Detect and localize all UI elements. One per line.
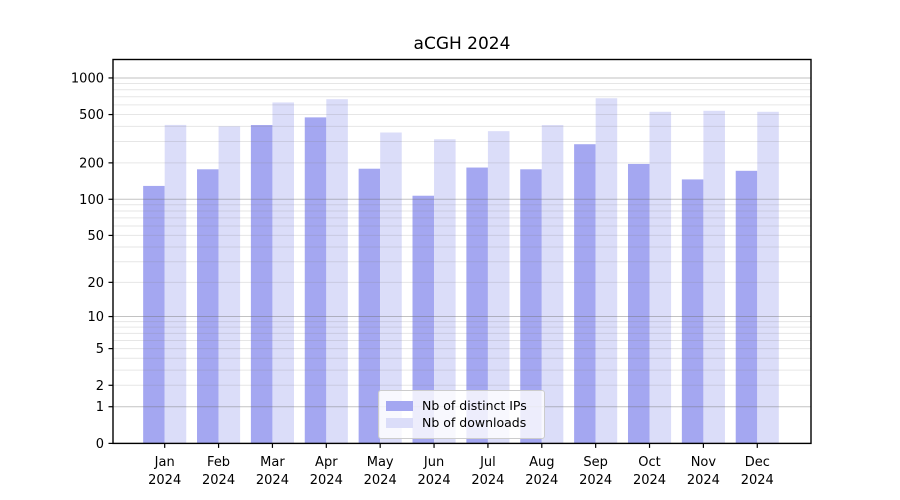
axes-box: [112, 58, 812, 445]
bar-distinct-ips-nov: [681, 179, 704, 444]
bar-downloads-jun: [434, 139, 456, 444]
y-tick-label: 10: [87, 310, 104, 325]
legend-swatch-downloads: [386, 418, 413, 429]
x-tick-label-month: Nov: [691, 455, 717, 470]
bar-distinct-ips-oct: [627, 163, 650, 444]
chart-title: aCGH 2024: [413, 34, 511, 54]
y-tick-label: 200: [79, 156, 104, 171]
x-tick-label-year: 2024: [364, 473, 397, 488]
bar-downloads-jul: [487, 131, 510, 444]
x-tick-label-year: 2024: [256, 473, 289, 488]
x-tick-label-year: 2024: [741, 473, 774, 488]
x-tick-label-year: 2024: [310, 473, 343, 488]
x-tick-label-month: Apr: [315, 455, 338, 470]
bar-downloads-mar: [272, 102, 294, 444]
bar-downloads-nov: [703, 110, 725, 444]
bar-downloads-feb: [218, 126, 241, 444]
x-tick-label-month: Mar: [260, 455, 285, 470]
x-tick-label-month: Feb: [207, 455, 230, 470]
x-tick-label-month: Jun: [423, 455, 444, 470]
x-tick-label-year: 2024: [525, 473, 558, 488]
y-tick-label: 100: [79, 193, 104, 208]
bar-distinct-ips-jun: [412, 195, 435, 444]
legend-swatch-distinct-ips: [386, 400, 413, 411]
x-tick-label-year: 2024: [471, 473, 504, 488]
bar-downloads-oct: [649, 111, 672, 444]
bar-distinct-ips-sep: [574, 144, 596, 444]
bar-downloads-dec: [757, 111, 779, 444]
bar-downloads-sep: [595, 98, 618, 444]
bar-distinct-ips-aug: [520, 169, 542, 444]
bar-distinct-ips-may: [358, 168, 381, 444]
bar-distinct-ips-mar: [250, 125, 273, 444]
y-tick-label: 500: [79, 108, 104, 123]
bar-downloads-apr: [326, 99, 348, 444]
legend-label-distinct-ips: Nb of distinct IPs: [422, 397, 527, 413]
y-tick-label: 0: [96, 437, 104, 452]
x-tick-label-month: Jan: [154, 455, 175, 470]
bar-distinct-ips-dec: [735, 170, 758, 444]
bar-distinct-ips-jul: [466, 167, 488, 444]
bar-downloads-jan: [164, 124, 187, 444]
bar-downloads-aug: [541, 125, 564, 444]
x-tick-label-month: Jul: [479, 455, 496, 470]
x-tick-label-month: Sep: [583, 455, 608, 470]
y-tick-label: 2: [96, 379, 104, 394]
bar-downloads-may: [380, 132, 402, 444]
x-tick-label-month: May: [367, 455, 394, 470]
y-tick-label: 20: [87, 276, 104, 291]
bar-distinct-ips-feb: [197, 169, 219, 444]
y-tick-label: 5: [96, 342, 104, 357]
x-tick-label-year: 2024: [633, 473, 666, 488]
bar-distinct-ips-jan: [143, 185, 165, 444]
legend-item-distinct-ips: Nb of distinct IPs: [386, 397, 536, 413]
x-tick-label-year: 2024: [418, 473, 451, 488]
legend-item-downloads: Nb of downloads: [386, 415, 536, 430]
x-tick-label-month: Dec: [745, 455, 770, 470]
legend: Nb of distinct IPs Nb of downloads: [378, 390, 545, 439]
y-tick-label: 50: [87, 229, 104, 244]
x-tick-label-month: Oct: [638, 455, 660, 470]
legend-label-downloads: Nb of downloads: [422, 415, 527, 430]
x-tick-label-year: 2024: [687, 473, 720, 488]
bar-distinct-ips-apr: [304, 117, 327, 444]
x-tick-label-year: 2024: [202, 473, 235, 488]
x-tick-label-year: 2024: [148, 473, 181, 488]
y-tick-label: 1000: [71, 71, 104, 86]
x-tick-label-year: 2024: [579, 473, 612, 488]
y-tick-label: 1: [96, 400, 104, 415]
x-tick-label-month: Aug: [529, 455, 554, 470]
